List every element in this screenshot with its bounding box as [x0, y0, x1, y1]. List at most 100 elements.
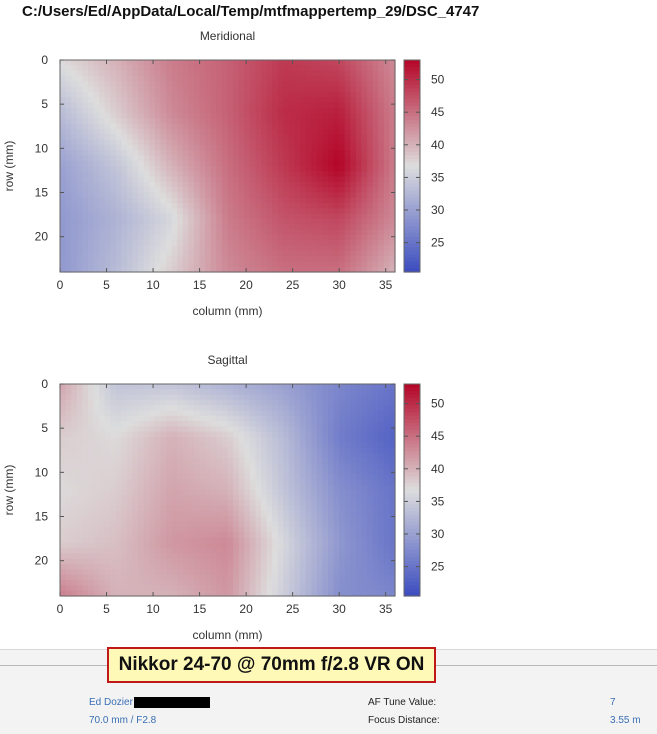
heatmap-cell — [77, 235, 83, 241]
heatmap-cell — [267, 97, 273, 103]
heatmap-cell — [194, 389, 200, 395]
heatmap-cell — [317, 479, 323, 485]
heatmap-cell — [239, 490, 245, 496]
heatmap-cell — [239, 65, 245, 71]
heatmap-cell — [211, 426, 217, 432]
heatmap-cell — [216, 464, 222, 470]
heatmap-cell — [82, 580, 88, 586]
heatmap-cell — [250, 554, 256, 560]
heatmap-cell — [350, 65, 356, 71]
heatmap-cell — [362, 469, 368, 475]
heatmap-cell — [105, 140, 111, 146]
heatmap-cell — [172, 543, 178, 549]
heatmap-cell — [183, 543, 189, 549]
heatmap-cell — [216, 543, 222, 549]
heatmap-cell — [278, 421, 284, 427]
heatmap-cell — [200, 580, 206, 586]
heatmap-cell — [183, 203, 189, 209]
heatmap-cell — [99, 97, 105, 103]
heatmap-cell — [110, 76, 116, 82]
heatmap-cell — [116, 261, 122, 267]
heatmap-cell — [205, 437, 211, 443]
heatmap-cell — [334, 87, 340, 93]
heatmap-cell — [138, 256, 144, 262]
heatmap-cell — [244, 585, 250, 591]
heatmap-cell — [378, 405, 384, 411]
heatmap-cell — [267, 60, 273, 66]
heatmap-cell — [384, 469, 390, 475]
heatmap-cell — [283, 527, 289, 533]
heatmap-cell — [228, 464, 234, 470]
heatmap-cell — [149, 564, 155, 570]
heatmap-cell — [110, 230, 116, 236]
heatmap-cell — [272, 187, 278, 193]
heatmap-cell — [116, 453, 122, 459]
heatmap-cell — [295, 479, 301, 485]
heatmap-cell — [278, 145, 284, 151]
heatmap-cell — [244, 102, 250, 108]
heatmap-cell — [88, 543, 94, 549]
heatmap-cell — [194, 453, 200, 459]
heatmap-cell — [211, 384, 217, 390]
heatmap-cell — [311, 474, 317, 480]
heatmap-cell — [200, 193, 206, 199]
heatmap-cell — [317, 81, 323, 87]
heatmap-cell — [272, 208, 278, 214]
heatmap-cell — [255, 426, 261, 432]
heatmap-cell — [94, 506, 100, 512]
heatmap-cell — [261, 76, 267, 82]
x-tick-label: 20 — [239, 602, 253, 616]
heatmap-cell — [144, 501, 150, 507]
heatmap-cell — [362, 522, 368, 528]
heatmap-cell — [222, 145, 228, 151]
heatmap-cell — [239, 564, 245, 570]
heatmap-cell — [177, 145, 183, 151]
heatmap-cell — [133, 474, 139, 480]
heatmap-cell — [222, 108, 228, 114]
heatmap-cell — [88, 150, 94, 156]
heatmap-cell — [94, 129, 100, 135]
heatmap-cell — [200, 543, 206, 549]
heatmap-cell — [161, 580, 167, 586]
heatmap-cell — [272, 235, 278, 241]
heatmap-cell — [149, 87, 155, 93]
heatmap-cell — [133, 102, 139, 108]
heatmap-cell — [166, 108, 172, 114]
heatmap-cell — [88, 182, 94, 188]
heatmap-cell — [356, 554, 362, 560]
colorbar-segment — [404, 437, 420, 441]
heatmap-cell — [278, 395, 284, 401]
heatmap-cell — [188, 87, 194, 93]
heatmap-cell — [116, 384, 122, 390]
heatmap-cell — [110, 437, 116, 443]
heatmap-cell — [300, 240, 306, 246]
heatmap-cell — [272, 240, 278, 246]
heatmap-cell — [133, 464, 139, 470]
heatmap-cell — [300, 538, 306, 544]
heatmap-cell — [177, 230, 183, 236]
heatmap-cell — [211, 113, 217, 119]
heatmap-cell — [71, 198, 77, 204]
heatmap-cell — [289, 208, 295, 214]
heatmap-cell — [205, 155, 211, 161]
heatmap-cell — [378, 426, 384, 432]
heatmap-cell — [239, 246, 245, 252]
heatmap-cell — [334, 511, 340, 517]
heatmap-cell — [216, 134, 222, 140]
heatmap-cell — [255, 161, 261, 167]
colorbar-segment — [404, 444, 420, 448]
heatmap-cell — [334, 548, 340, 554]
heatmap-cell — [105, 251, 111, 257]
heatmap-cell — [121, 522, 127, 528]
heatmap-cell — [350, 187, 356, 193]
heatmap-cell — [133, 501, 139, 507]
heatmap-cell — [188, 554, 194, 560]
heatmap-cell — [166, 580, 172, 586]
heatmap-cell — [94, 432, 100, 438]
heatmap-cell — [267, 479, 273, 485]
window-title: C:/Users/Ed/AppData/Local/Temp/mtfmapper… — [22, 3, 479, 20]
heatmap-cell — [278, 171, 284, 177]
heatmap-cell — [138, 548, 144, 554]
heatmap-cell — [367, 177, 373, 183]
heatmap-cell — [121, 411, 127, 417]
